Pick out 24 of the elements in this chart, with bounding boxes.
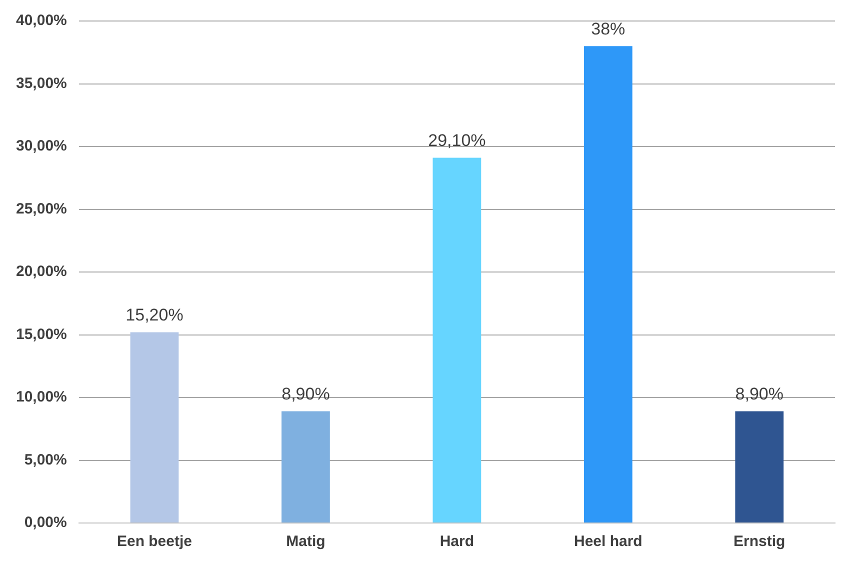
x-tick-label: Hard [440,533,474,550]
bar [584,46,632,522]
x-tick-label: Een beetje [116,533,192,550]
x-tick-label: Matig [286,533,326,550]
y-tick-label: 30,00% [16,138,67,155]
y-tick-label: 10,00% [16,388,67,406]
data-label: 8,90% [282,384,330,404]
y-tick-label: 5,00% [24,451,67,468]
y-tick-label: 35,00% [16,74,67,92]
x-tick-label: Heel hard [574,533,642,550]
bar [735,411,784,522]
bar [432,158,482,522]
bar [130,332,179,522]
bar [282,411,330,522]
y-tick-label: 0,00% [24,514,67,532]
data-label: 8,90% [735,384,784,404]
y-tick-label: 25,00% [16,200,67,218]
x-tick-label: Ernstig [734,533,786,550]
y-tick-label: 20,00% [16,263,67,280]
y-tick-label: 40,00% [16,12,67,30]
y-tick-label: 15,00% [16,326,67,343]
data-label: 15,20% [126,305,184,324]
data-label: 29,10% [428,130,486,150]
data-label: 38% [591,19,626,38]
